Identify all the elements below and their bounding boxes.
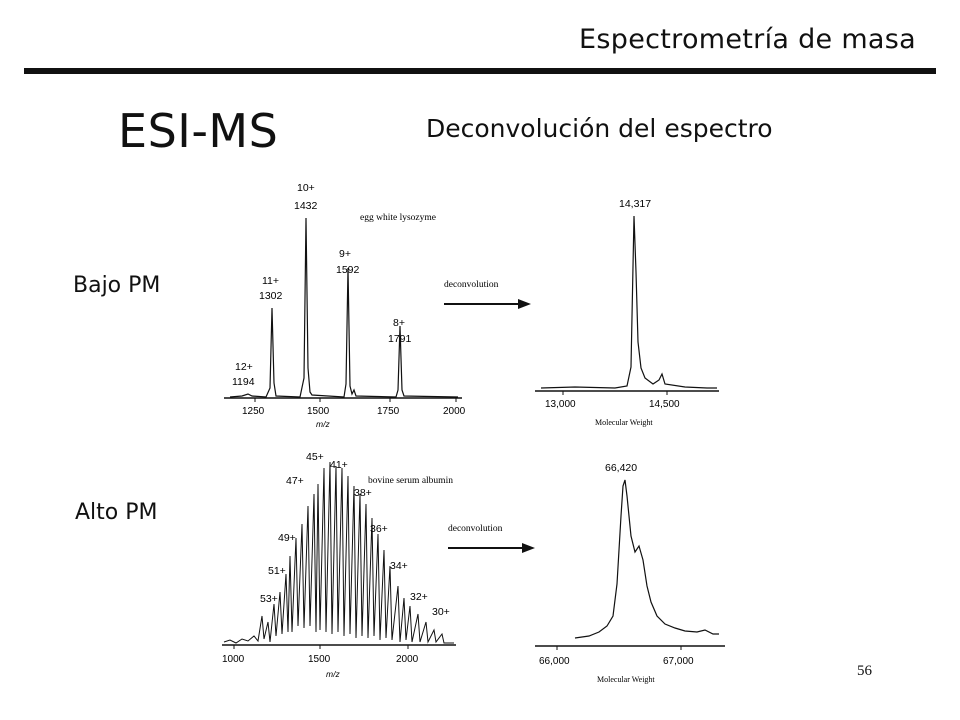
peak-charge-8: 8+ — [393, 317, 405, 329]
deconvolution-label-low: deconvolution — [444, 280, 499, 290]
bsa-charge-45: 45+ — [306, 451, 324, 463]
lysozyme-spectrum-trace — [229, 217, 459, 398]
deconv-peak-label-66420: 66,420 — [605, 462, 637, 474]
peak-mz-1302: 1302 — [259, 290, 283, 302]
tick-label-1500: 1500 — [307, 406, 330, 417]
deconv-tick-label-13000: 13,000 — [545, 399, 576, 410]
tick-label-1250: 1250 — [242, 406, 265, 417]
lysozyme-esi-spectrum: 12+ 1194 11+ 1302 10+ 1432 9+ 1592 8+ 17… — [224, 182, 466, 429]
bsa-charge-36: 36+ — [370, 523, 388, 535]
bsa-charge-47: 47+ — [286, 475, 304, 487]
slide-title: ESI-MS — [118, 104, 279, 158]
peak-charge-12: 12+ — [235, 361, 253, 373]
header-title: Espectrometría de masa — [579, 24, 916, 55]
bsa-charge-49: 49+ — [278, 532, 296, 544]
bsa-charge-30: 30+ — [432, 606, 450, 618]
row-label-high-mw: Alto PM — [75, 500, 158, 525]
peak-charge-9: 9+ — [339, 248, 351, 260]
bsa-charge-51: 51+ — [268, 565, 286, 577]
bsa-charge-53: 53+ — [260, 593, 278, 605]
mz-axis-label: m/z — [316, 419, 330, 429]
sample-name-bsa: bovine serum albumin — [368, 476, 453, 486]
page-number: 56 — [857, 663, 872, 679]
slide-subtitle: Deconvolución del espectro — [426, 114, 773, 143]
bsa-spectrum-trace — [223, 461, 454, 644]
bsa-tick-label-2000: 2000 — [396, 654, 419, 665]
lysozyme-deconvoluted-trace — [540, 215, 717, 389]
row-label-low-mw: Bajo PM — [73, 273, 161, 298]
bsa-tick-label-1000: 1000 — [222, 654, 245, 665]
header-divider — [24, 68, 936, 74]
molecular-weight-label-low: Molecular Weight — [595, 418, 653, 427]
bsa-mz-axis-label: m/z — [326, 669, 340, 679]
deconv-tick-label-67000: 67,000 — [663, 656, 694, 667]
peak-mz-1592: 1592 — [336, 264, 360, 276]
peak-charge-11: 11+ — [262, 275, 279, 287]
arrow-head-low — [518, 299, 531, 309]
deconv-tick-label-14500: 14,500 — [649, 399, 680, 410]
tick-label-2000: 2000 — [443, 406, 466, 417]
bsa-charge-38: 38+ — [354, 487, 372, 499]
deconvolution-label-high: deconvolution — [448, 524, 503, 534]
deconv-tick-label-66000: 66,000 — [539, 656, 570, 667]
bsa-deconvoluted-trace — [574, 479, 719, 639]
molecular-weight-label-high: Molecular Weight — [597, 675, 655, 684]
deconvolution-arrow-high: deconvolution — [448, 524, 535, 553]
lysozyme-deconvoluted-spectrum: 14,317 13,000 14,500 Molecular Weight — [535, 198, 719, 427]
deconvolution-arrow-low: deconvolution — [444, 280, 531, 309]
bsa-tick-label-1500: 1500 — [308, 654, 331, 665]
bsa-charge-34: 34+ — [390, 560, 408, 572]
tick-label-1750: 1750 — [377, 406, 400, 417]
arrow-head-high — [522, 543, 535, 553]
peak-mz-1432: 1432 — [294, 200, 318, 212]
deconv-peak-label-14317: 14,317 — [619, 198, 651, 210]
peak-mz-1194: 1194 — [232, 376, 255, 388]
sample-name-lysozyme: egg white lysozyme — [360, 213, 436, 223]
bsa-deconvoluted-spectrum: 66,420 66,000 67,000 Molecular Weight — [535, 462, 725, 684]
peak-mz-1791: 1791 — [388, 333, 412, 345]
bsa-charge-32: 32+ — [410, 591, 428, 603]
bsa-esi-spectrum: 53+ 51+ 49+ 47+ 45+ 41+ 38+ 36+ 34+ 32+ … — [222, 451, 456, 679]
bsa-charge-41: 41+ — [330, 459, 348, 471]
peak-charge-10: 10+ — [297, 182, 315, 194]
